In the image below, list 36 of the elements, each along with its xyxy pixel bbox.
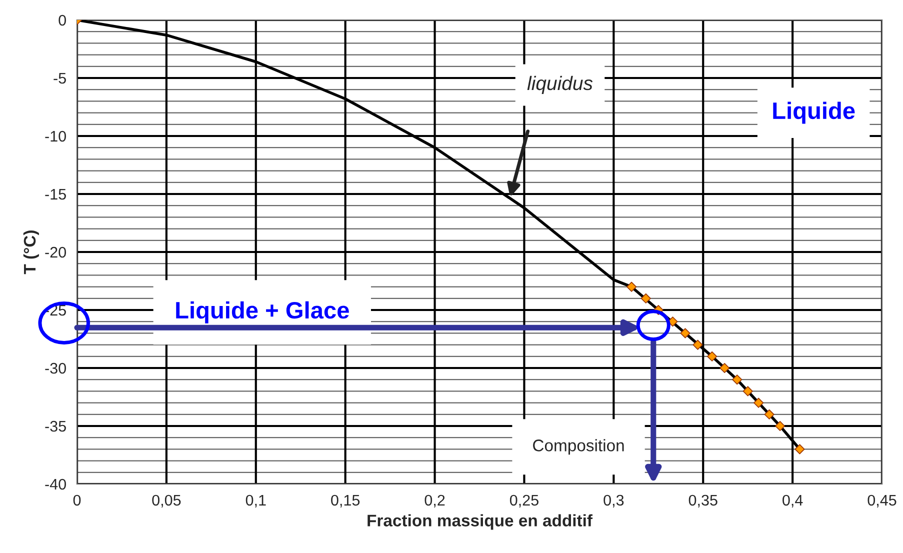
- annotation: Liquide + Glace: [176, 301, 349, 324]
- x-tick-label: 0,3: [604, 494, 624, 508]
- y-tick-label: -20: [45, 246, 66, 258]
- annotation: Composition: [533, 439, 624, 455]
- x-tick-label: 0,25: [510, 494, 538, 508]
- y-tick-label: -5: [54, 73, 66, 84]
- point: [764, 409, 774, 420]
- point: [754, 398, 764, 408]
- x-tick-label: 0,45: [868, 494, 896, 508]
- point: [640, 293, 651, 304]
- x-tick-label: 0,35: [688, 494, 718, 508]
- y-tick-label: -30: [45, 362, 66, 374]
- point: [707, 351, 718, 362]
- x-tick-label: 0,2: [424, 494, 445, 508]
- point: [680, 328, 690, 338]
- x-tick-label: 0: [73, 494, 81, 506]
- point: [732, 374, 742, 385]
- x-axis-title: Fraction massique en additif: [368, 514, 593, 530]
- point: [775, 420, 786, 432]
- y-axis-title: T (°C): [23, 230, 39, 274]
- point: [742, 386, 753, 396]
- point: [626, 282, 637, 292]
- x-tick-label: 0,15: [331, 494, 360, 508]
- y-tick-label: -15: [45, 189, 66, 200]
- annotation: Liquide: [773, 102, 855, 124]
- annotation: liquidus: [527, 76, 593, 94]
- point: [692, 340, 703, 350]
- y-tick-label: 0: [58, 14, 66, 26]
- point: [794, 444, 805, 454]
- x-tick-label: 0,4: [782, 494, 803, 508]
- point: [720, 362, 730, 374]
- y-tick-label: -35: [45, 420, 66, 432]
- x-tick-label: 0,05: [152, 494, 181, 508]
- y-tick-label: -40: [45, 478, 66, 490]
- y-tick-label: -10: [45, 130, 66, 142]
- x-tick-label: 0,1: [246, 494, 266, 508]
